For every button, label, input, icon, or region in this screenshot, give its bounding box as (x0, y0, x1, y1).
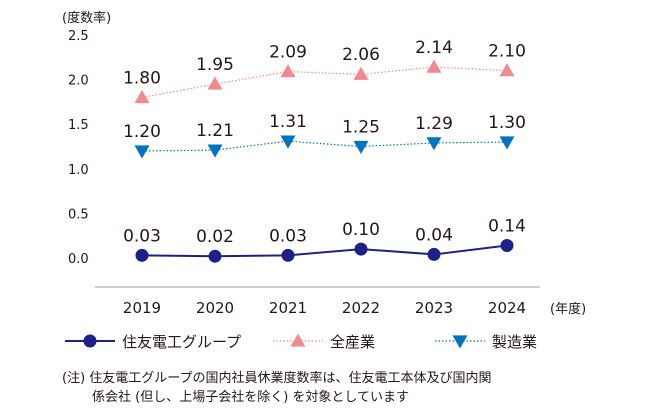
data-point (135, 248, 149, 262)
data-point (426, 137, 442, 151)
data-label: 1.80 (123, 68, 161, 88)
series-0: 0.03 0.02 0.03 0.10 0.04 0.14 (123, 217, 526, 263)
x-tick-label: 2019 (123, 299, 161, 317)
data-label: 1.21 (196, 121, 234, 141)
data-point (281, 248, 295, 262)
data-point (354, 242, 368, 256)
line-chart: (度数率) 2.5 2.0 1.5 1.0 0.5 0.0 2019 2020 2021 202… (62, 10, 586, 351)
x-axis-label: (年度) (550, 301, 586, 317)
data-label: 1.30 (488, 113, 526, 133)
data-label: 2.09 (269, 43, 307, 63)
footnote: (注) 住友電工グループの国内社員休業度数率は、住友電工本体及び国内関 係会社 … (62, 369, 642, 407)
footnote-line-2: 係会社 (但し、上場子会社を除く) を対象としています (92, 390, 410, 405)
data-point (208, 249, 222, 263)
data-label: 1.29 (415, 114, 453, 134)
data-label: 0.14 (488, 217, 526, 237)
legend-label: 製造業 (492, 333, 537, 351)
data-label: 2.14 (415, 38, 453, 58)
data-label: 0.03 (123, 226, 161, 246)
legend-item-2: 製造業 (435, 333, 537, 351)
data-point (280, 64, 296, 78)
legend-item-1: 全産業 (273, 333, 375, 351)
data-point (353, 66, 369, 80)
data-label: 1.25 (342, 118, 380, 138)
data-label: 2.06 (342, 45, 380, 65)
legend-swatch-marker (290, 333, 306, 347)
y-tick-label: 2.0 (68, 74, 89, 89)
series-1: 1.80 1.95 2.09 2.06 2.14 2.10 (123, 38, 526, 104)
y-axis-ticks: 2.5 2.0 1.5 1.0 0.5 0.0 (68, 29, 89, 267)
data-point (280, 135, 296, 149)
data-point (353, 140, 369, 154)
data-point (426, 59, 442, 73)
x-axis-ticks: 2019 2020 2021 2022 2023 2024 (123, 299, 526, 317)
data-point (207, 76, 223, 90)
y-axis-label: (度数率) (62, 10, 111, 26)
data-label: 0.04 (415, 225, 453, 245)
data-label: 0.10 (342, 220, 380, 240)
data-label: 1.31 (269, 112, 307, 132)
y-tick-label: 0.5 (68, 207, 89, 222)
x-tick-label: 2021 (269, 299, 307, 317)
footnote-line-1: (注) 住友電工グループの国内社員休業度数率は、住友電工本体及び国内関 (62, 371, 492, 386)
y-tick-label: 1.5 (68, 118, 89, 133)
series-line (141, 244, 508, 258)
data-label: 2.10 (488, 42, 526, 62)
x-tick-label: 2024 (488, 299, 526, 317)
data-point (134, 89, 150, 104)
y-tick-label: 2.5 (68, 29, 89, 44)
y-tick-label: 0.0 (68, 252, 89, 267)
legend-swatch-marker (452, 335, 468, 349)
x-tick-label: 2020 (196, 299, 234, 317)
data-label: 1.20 (123, 122, 161, 142)
legend-label: 全産業 (330, 333, 375, 351)
x-tick-label: 2022 (342, 299, 380, 317)
legend-item-0: 住友電工グループ (65, 333, 241, 351)
y-tick-label: 1.0 (68, 163, 89, 178)
data-label: 1.95 (196, 55, 234, 75)
series-line (141, 140, 508, 152)
data-point (427, 247, 441, 261)
series-group: 0.03 0.02 0.03 0.10 0.04 0.14 1.80 1.95 2.09 2.06… (123, 38, 526, 263)
data-point (499, 63, 515, 77)
data-point (134, 145, 150, 159)
data-point (499, 136, 515, 150)
data-label: 0.02 (196, 227, 234, 247)
data-point (500, 239, 514, 253)
x-tick-label: 2023 (415, 299, 453, 317)
data-label: 0.03 (269, 226, 307, 246)
data-point (207, 144, 223, 158)
legend-swatch-marker (83, 334, 97, 348)
series-2: 1.20 1.21 1.31 1.25 1.29 1.30 (123, 112, 526, 159)
legend: 住友電工グループ 全産業 製造業 (65, 333, 537, 351)
legend-label: 住友電工グループ (122, 333, 241, 351)
